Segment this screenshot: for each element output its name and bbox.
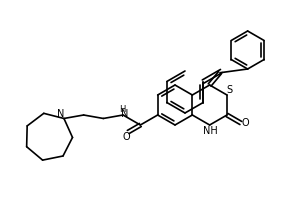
Text: O: O <box>241 118 249 128</box>
Text: O: O <box>122 132 130 142</box>
Text: N: N <box>122 109 129 119</box>
Text: S: S <box>226 85 232 95</box>
Text: NH: NH <box>203 126 218 136</box>
Text: N: N <box>57 109 64 119</box>
Text: H: H <box>119 106 125 114</box>
